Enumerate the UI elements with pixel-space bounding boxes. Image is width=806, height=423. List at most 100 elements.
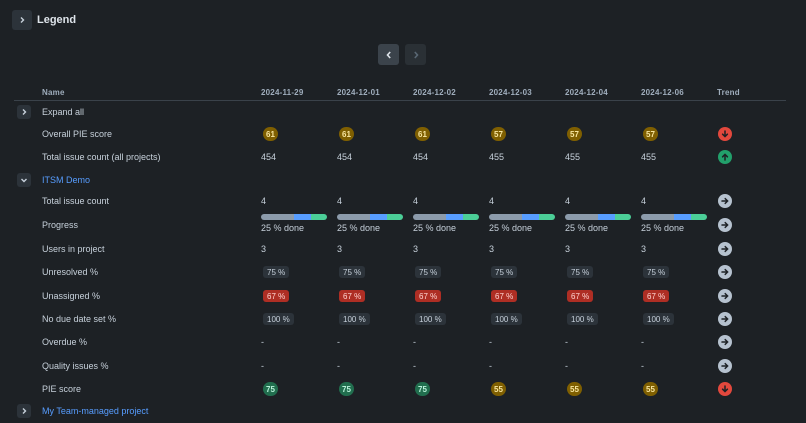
row-project-itsm-demo[interactable]: ITSM Demo [0,169,806,192]
arrow-down-circle-icon [721,385,729,393]
arrow-up-circle-icon [721,153,729,161]
progress-segment-inprogress [446,214,463,220]
column-header-date: 2024-11-29 [261,88,304,97]
value-cell: 3 [489,244,495,254]
percent-badge: 67 % [339,290,366,302]
value-cell: - [641,361,644,371]
row-label: PIE score [42,384,82,394]
percent-badge: 67 % [643,290,670,302]
progress-segment-inprogress [674,214,691,220]
percent-badge: 67 % [415,290,442,302]
trend-indicator [718,359,732,373]
previous-page-button[interactable] [378,44,399,65]
progress-label: 25 % done [565,223,609,233]
next-page-button[interactable] [405,44,426,65]
score-badge: 57 [643,127,658,141]
chevron-right-icon [22,408,27,414]
progress-segment-todo [261,214,294,220]
progress-segment-done [614,214,631,220]
percent-badge: 75 % [643,266,670,278]
row-label: Unassigned % [42,291,101,301]
row-overdue: Overdue % - - - - - - [0,331,806,354]
arrow-right-circle-icon [721,268,729,276]
progress-segment-todo [337,214,370,220]
value-cell: - [641,337,644,347]
progress-cell: 25 % done [565,214,631,233]
percent-badge: 100 % [643,313,674,325]
progress-segment-todo [413,214,446,220]
progress-bar [489,214,555,220]
progress-cell: 25 % done [261,214,327,233]
progress-label: 25 % done [261,223,305,233]
row-project-team-managed[interactable]: My Team-managed project [0,400,806,423]
value-cell: 454 [337,152,353,162]
row-overall-pie-score: Overall PIE score 61 61 61 57 57 57 [0,123,806,146]
row-pie-score: PIE score 75 75 75 55 55 55 [0,378,806,401]
trend-indicator [718,289,732,303]
progress-segment-done [538,214,555,220]
legend-toggle-button[interactable] [12,10,32,30]
progress-label: 25 % done [641,223,685,233]
score-badge: 55 [643,382,658,396]
value-cell: 454 [413,152,429,162]
percent-badge: 67 % [491,290,518,302]
percent-badge: 100 % [263,313,294,325]
arrow-right-circle-icon [721,221,729,229]
row-label: Overall PIE score [42,129,113,139]
project-link[interactable]: My Team-managed project [42,406,149,416]
value-cell: - [261,361,264,371]
progress-label: 25 % done [413,223,457,233]
progress-segment-done [690,214,707,220]
percent-badge: 75 % [339,266,366,278]
value-cell: 4 [565,196,571,206]
expand-toggle[interactable] [17,404,31,418]
value-cell: 455 [489,152,505,162]
column-header-date: 2024-12-04 [565,88,608,97]
row-label: Overdue % [42,337,88,347]
chevron-down-icon [21,178,27,183]
row-label: Users in project [42,244,105,254]
score-badge: 75 [415,382,430,396]
trend-indicator [718,218,732,232]
row-expand-all[interactable]: Expand all [0,101,806,124]
progress-bar [413,214,479,220]
value-cell: - [565,361,568,371]
column-header-date: 2024-12-03 [489,88,532,97]
percent-badge: 100 % [415,313,446,325]
column-header-date: 2024-12-02 [413,88,456,97]
column-header-name: Name [42,88,65,97]
progress-segment-inprogress [598,214,615,220]
value-cell: 455 [565,152,581,162]
arrow-down-circle-icon [721,130,729,138]
arrow-right-circle-icon [721,315,729,323]
percent-badge: 75 % [263,266,290,278]
row-users-in-project: Users in project 3 3 3 3 3 3 [0,238,806,261]
progress-segment-done [386,214,403,220]
value-cell: - [261,337,264,347]
value-cell: - [565,337,568,347]
progress-segment-done [462,214,479,220]
value-cell: 4 [337,196,343,206]
score-badge: 57 [491,127,506,141]
percent-badge: 75 % [491,266,518,278]
row-label: Total issue count (all projects) [42,152,161,162]
trend-indicator [718,335,732,349]
value-cell: 454 [261,152,277,162]
score-badge: 55 [491,382,506,396]
expand-toggle[interactable] [17,105,31,119]
progress-bar [261,214,327,220]
trend-indicator [718,150,732,164]
column-header-trend: Trend [717,88,740,97]
trend-indicator [718,265,732,279]
row-total-issue-count: Total issue count 4 4 4 4 4 4 [0,190,806,213]
project-link[interactable]: ITSM Demo [42,175,91,185]
value-cell: 3 [641,244,647,254]
chevron-right-icon [20,17,25,23]
arrow-right-circle-icon [721,245,729,253]
arrow-right-circle-icon [721,362,729,370]
column-header-date: 2024-12-01 [337,88,380,97]
progress-cell: 25 % done [337,214,403,233]
progress-cell: 25 % done [413,214,479,233]
progress-segment-todo [489,214,522,220]
collapse-toggle[interactable] [17,173,31,187]
